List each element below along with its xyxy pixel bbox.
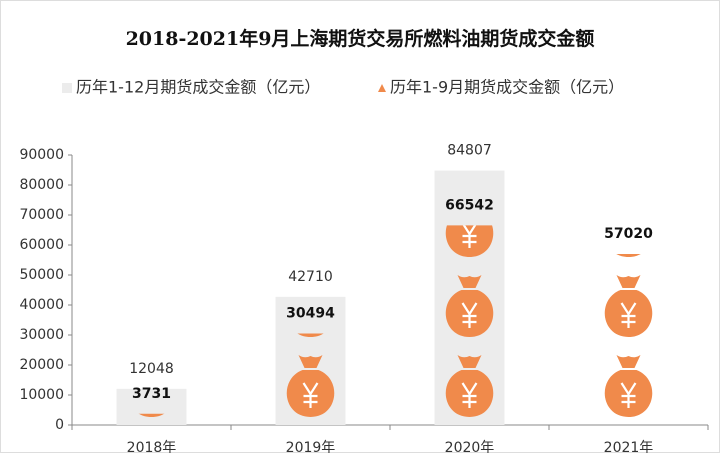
legend-swatch: [62, 83, 72, 93]
bag-body: [616, 253, 641, 257]
value-label: 57020: [604, 226, 653, 242]
money-bag: [445, 355, 494, 417]
value-label: 84807: [447, 143, 492, 159]
y-tick-label: 30000: [19, 327, 64, 343]
pictograph-bar: [139, 413, 164, 417]
value-label: 3731: [132, 386, 171, 402]
value-label: 42710: [288, 269, 333, 285]
yen-sign: [462, 225, 477, 248]
money-bag: [604, 275, 653, 337]
x-tick-label: 2019年: [286, 440, 336, 453]
bag-neck: [616, 355, 641, 368]
bag-neck: [457, 355, 482, 368]
money-bag: [445, 275, 494, 337]
y-tick-label: 0: [55, 417, 64, 433]
x-tick-label: 2021年: [604, 440, 654, 453]
money-bag: [297, 333, 324, 337]
money-bag: [616, 253, 641, 257]
y-tick-label: 50000: [19, 267, 64, 283]
money-bag: [286, 355, 335, 417]
yen-sign: [302, 382, 319, 408]
bag-body: [297, 333, 324, 337]
yen-sign: [461, 302, 478, 328]
y-tick-label: 80000: [19, 177, 64, 193]
y-tick-label: 60000: [19, 237, 64, 253]
y-tick-label: 20000: [19, 357, 64, 373]
money-bag: [445, 225, 494, 257]
legend-label: 历年1-9月期货成交金额（亿元）: [390, 78, 624, 97]
legend-label: 历年1-12月期货成交金额（亿元）: [76, 78, 320, 97]
pictograph-bar: [286, 333, 335, 417]
pictograph-bar: [445, 225, 494, 417]
yen-sign: [620, 302, 637, 328]
yen-sign: [461, 382, 478, 408]
bag-body: [139, 413, 164, 417]
bar: [116, 388, 187, 425]
x-tick-label: 2020年: [445, 440, 495, 453]
yen-sign: [620, 382, 637, 408]
money-bag: [139, 413, 164, 417]
y-tick-label: 40000: [19, 297, 64, 313]
value-label: 12048: [129, 361, 174, 377]
bag-neck: [616, 275, 641, 288]
value-label: 66542: [445, 197, 494, 213]
chart-title: 2018-2021年9月上海期货交易所燃料油期货成交金额: [126, 27, 595, 50]
money-bag: [604, 355, 653, 417]
x-tick-label: 2018年: [127, 440, 177, 453]
legend-swatch: [378, 84, 386, 92]
bag-neck: [457, 275, 482, 288]
bag-neck: [298, 355, 323, 368]
y-tick-label: 10000: [19, 387, 64, 403]
pictograph-bar: [604, 253, 653, 417]
value-label: 30494: [286, 306, 335, 322]
y-tick-label: 70000: [19, 207, 64, 223]
y-tick-label: 90000: [19, 147, 64, 163]
